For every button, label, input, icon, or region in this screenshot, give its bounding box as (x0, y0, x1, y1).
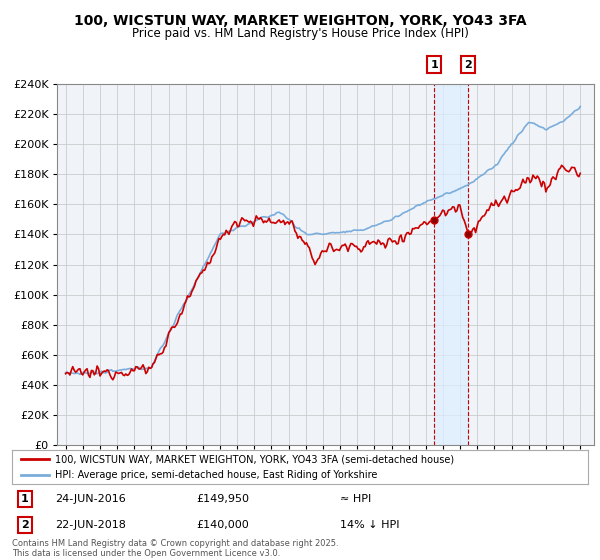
Text: £149,950: £149,950 (196, 494, 250, 504)
Text: HPI: Average price, semi-detached house, East Riding of Yorkshire: HPI: Average price, semi-detached house,… (55, 470, 377, 480)
Text: 24-JUN-2016: 24-JUN-2016 (55, 494, 126, 504)
Text: 1: 1 (21, 494, 29, 504)
Text: 2: 2 (464, 59, 472, 69)
Text: ≈ HPI: ≈ HPI (340, 494, 371, 504)
Text: 100, WICSTUN WAY, MARKET WEIGHTON, YORK, YO43 3FA (semi-detached house): 100, WICSTUN WAY, MARKET WEIGHTON, YORK,… (55, 454, 454, 464)
Bar (434, 84, 468, 445)
Text: Price paid vs. HM Land Registry's House Price Index (HPI): Price paid vs. HM Land Registry's House … (131, 27, 469, 40)
Text: £140,000: £140,000 (196, 520, 249, 530)
Text: 14% ↓ HPI: 14% ↓ HPI (340, 520, 400, 530)
Text: 1: 1 (430, 59, 438, 69)
Text: 100, WICSTUN WAY, MARKET WEIGHTON, YORK, YO43 3FA: 100, WICSTUN WAY, MARKET WEIGHTON, YORK,… (74, 14, 526, 28)
Text: Contains HM Land Registry data © Crown copyright and database right 2025.
This d: Contains HM Land Registry data © Crown c… (12, 539, 338, 558)
Text: 2: 2 (21, 520, 29, 530)
Text: 22-JUN-2018: 22-JUN-2018 (55, 520, 126, 530)
